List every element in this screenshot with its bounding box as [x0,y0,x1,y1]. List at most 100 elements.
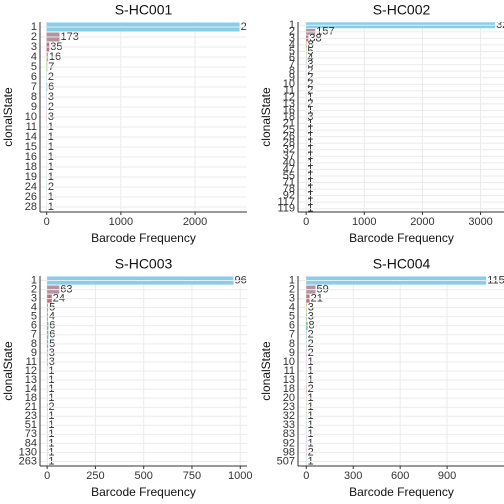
y-tick-label: 92 [283,437,295,449]
y-tick-label: 4 [31,51,37,63]
y-tick-label: 32 [283,410,295,422]
y-tick-label: 25 [283,124,295,136]
y-tick-label: 6 [289,320,295,332]
value-label: 3250 [496,19,504,31]
x-tick-label: 600 [391,470,409,482]
y-tick-label: 8 [289,65,295,77]
y-tick-label: 15 [25,141,37,153]
y-tick-label: 11 [284,85,295,97]
y-tick-label: 119 [277,203,295,215]
y-tick-label: 11 [284,365,295,377]
panel-title: S-HC001 [115,2,173,18]
value-label: 1 [48,201,54,213]
y-tick-label: 26 [283,131,295,143]
y-tick-label: 10 [25,111,37,123]
y-tick-label: 1 [289,274,295,286]
panel: S-HC003 Barcode Frequency clonalState 0 250 5… [1,256,252,499]
y-tick-label: 6 [289,52,295,64]
y-tick-label: 263 [19,455,37,467]
y-tick-label: 6 [31,71,37,83]
y-tick-label: 1 [289,19,295,31]
value-label: 1150 [487,274,504,286]
y-tick-label: 51 [25,419,37,431]
y-tick-label: 92 [283,190,295,202]
panel-title: S-HC004 [373,256,431,272]
y-tick-label: 7 [31,81,37,93]
y-tick-label: 2 [31,31,37,43]
y-tick-label: 11 [26,356,37,368]
y-tick-label: 2 [31,283,37,295]
y-tick-label: 8 [31,91,37,103]
x-tick-label: 1000 [228,470,252,482]
y-tick-label: 98 [283,446,295,458]
y-tick-label: 4 [31,302,37,314]
y-tick-label: 9 [31,347,37,359]
y-tick-label: 26 [25,191,37,203]
y-tick-label: 10 [283,356,295,368]
y-tick-label: 117 [277,196,295,208]
y-tick-label: 6 [31,320,37,332]
y-tick-label: 3 [289,32,295,44]
y-tick-label: 32 [283,144,295,156]
y-tick-label: 18 [25,392,37,404]
value-label: 965 [234,274,252,286]
y-tick-label: 9 [289,72,295,84]
y-tick-label: 7 [289,329,295,341]
y-tick-label: 33 [283,419,295,431]
y-axis-title: clonalState [1,341,15,401]
y-tick-label: 12 [283,91,295,103]
x-tick-label: 900 [438,470,456,482]
y-tick-label: 18 [283,383,295,395]
y-tick-label: 5 [289,311,295,323]
y-tick-label: 84 [25,437,37,449]
y-tick-label: 9 [289,347,295,359]
x-axis-title: Barcode Frequency [349,485,454,499]
y-tick-label: 2 [289,26,295,38]
x-tick-label: 3000 [468,216,492,228]
y-axis-title: clonalState [259,341,273,401]
y-tick-label: 71 [283,176,295,188]
y-tick-label: 18 [25,161,37,173]
y-tick-label: 21 [25,401,37,413]
y-tick-label: 23 [25,410,37,422]
x-tick-label: 500 [135,470,153,482]
y-tick-label: 28 [25,201,37,213]
y-tick-label: 12 [25,365,37,377]
y-tick-label: 8 [31,338,37,350]
x-tick-label: 1000 [109,216,133,228]
y-tick-label: 3 [289,293,295,305]
x-tick-label: 750 [183,470,201,482]
y-tick-label: 13 [283,374,295,386]
y-axis-title: clonalState [1,87,15,147]
value-label: 1 [307,203,313,215]
y-tick-label: 7 [289,58,295,70]
x-tick-label: 250 [86,470,104,482]
x-axis-title: Barcode Frequency [349,231,454,245]
y-tick-label: 11 [26,121,37,133]
y-tick-label: 1 [31,274,37,286]
y-tick-label: 5 [31,311,37,323]
y-tick-label: 14 [25,131,37,143]
y-tick-label: 21 [283,117,295,129]
x-axis-title: Barcode Frequency [91,231,196,245]
y-tick-label: 55 [283,170,295,182]
x-tick-label: 0 [44,216,50,228]
y-tick-label: 83 [283,428,295,440]
y-tick-label: 73 [25,428,37,440]
y-tick-label: 16 [283,104,295,116]
y-tick-label: 8 [289,338,295,350]
panel: S-HC004 Barcode Frequency clonalState 0 300 6… [259,256,504,499]
y-tick-label: 130 [19,446,37,458]
y-tick-label: 28 [283,137,295,149]
panel-title: S-HC002 [373,2,431,18]
y-tick-label: 37 [283,150,295,162]
y-tick-label: 5 [289,45,295,57]
y-tick-label: 20 [283,392,295,404]
y-tick-label: 10 [283,78,295,90]
y-tick-label: 14 [25,383,37,395]
y-tick-label: 5 [31,61,37,73]
x-axis-title: Barcode Frequency [91,485,196,499]
y-tick-label: 3 [31,41,37,53]
y-tick-label: 4 [289,302,295,314]
